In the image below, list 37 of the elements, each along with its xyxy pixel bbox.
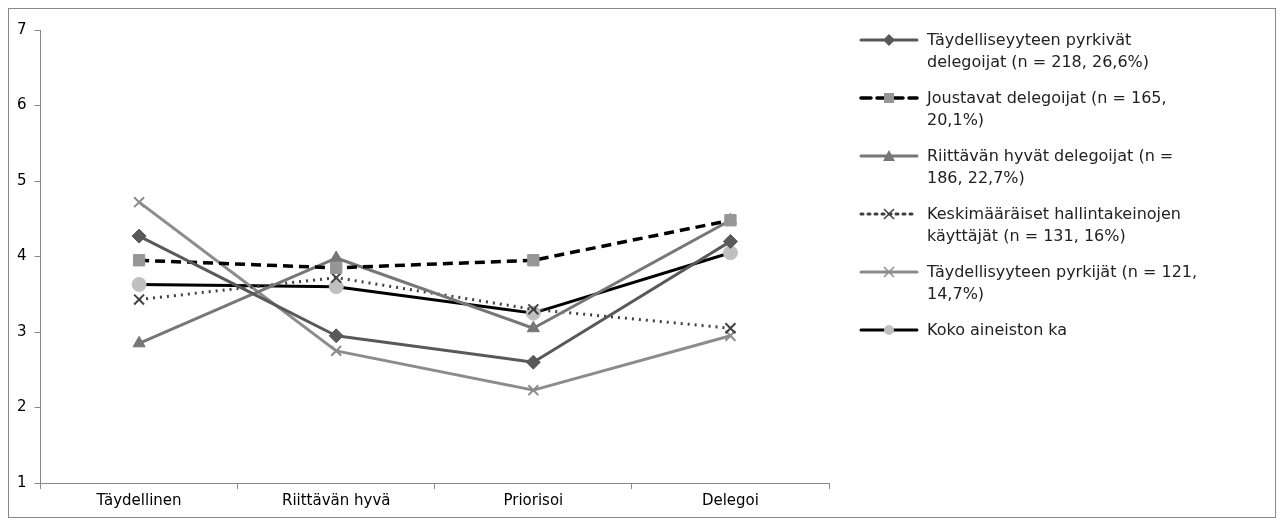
x-tick-label: Täydellinen <box>95 490 182 509</box>
legend-label: Täydelliseyyteen pyrkivät delegoijat (n = 218, 26,6%) <box>927 29 1151 73</box>
point <box>330 344 343 357</box>
point <box>722 233 738 249</box>
y-tick-label: 1 <box>17 472 27 491</box>
legend-label: Täydellisyyteen pyrkijät (n = 121, 14,7%) <box>927 261 1199 305</box>
x-tick-label: Delegoi <box>701 490 759 509</box>
legend-label: Keskimääräiset hallintakeinojen käyttäjät (n = 131, 16%) <box>927 203 1182 247</box>
point <box>132 335 146 348</box>
point <box>724 322 737 335</box>
point <box>527 384 540 397</box>
point <box>328 279 344 295</box>
y-tick-label: 4 <box>17 246 27 265</box>
legend-label: Riittävän hyvät delegoijat (n = 186, 22,7%) <box>927 145 1175 189</box>
legend-label: Koko aineiston ka <box>927 319 1068 341</box>
point <box>722 245 738 261</box>
point <box>724 329 737 342</box>
point <box>133 196 146 209</box>
y-tick-label: 5 <box>17 170 27 189</box>
point <box>328 328 344 344</box>
point <box>525 354 541 370</box>
point <box>527 303 540 316</box>
point <box>131 228 147 244</box>
y-tick-label: 2 <box>17 397 27 416</box>
point <box>131 276 147 292</box>
y-tick-label: 3 <box>17 321 27 340</box>
legend-label: Joustavat delegoijat (n = 165, 20,1%) <box>927 87 1168 131</box>
point <box>527 254 540 267</box>
point <box>330 261 343 274</box>
y-tick-label: 6 <box>17 95 27 114</box>
point <box>132 254 146 267</box>
x-tick-label: Riittävän hyvä <box>281 490 391 509</box>
point <box>133 293 146 306</box>
x-tick-label: Priorisoi <box>503 490 564 509</box>
point <box>329 250 343 263</box>
point <box>526 320 540 333</box>
y-tick-label: 7 <box>17 19 27 38</box>
